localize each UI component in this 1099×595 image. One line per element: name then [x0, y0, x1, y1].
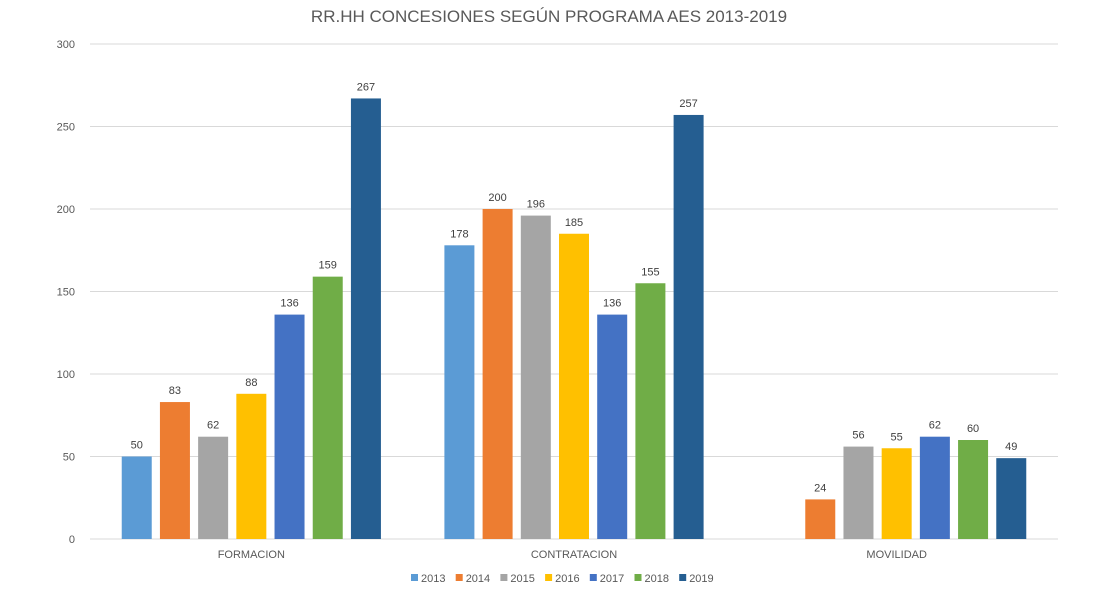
x-category-label: FORMACION — [218, 549, 285, 561]
legend-swatch — [500, 574, 508, 581]
bar-contratacion-2013[interactable] — [444, 245, 475, 540]
y-tick-label: 100 — [57, 369, 75, 381]
data-label: 50 — [131, 440, 143, 452]
legend-item-2016[interactable]: 2016 — [545, 573, 580, 585]
bar-contratacion-2019[interactable] — [673, 114, 704, 539]
legend-item-2018[interactable]: 2018 — [634, 573, 669, 585]
chart-title: RR.HH CONCESIONES SEGÚN PROGRAMA AES 201… — [311, 7, 787, 26]
bar-contratacion-2014[interactable] — [482, 209, 513, 539]
bar-contratacion-2017[interactable] — [597, 314, 628, 539]
x-category-label: CONTRATACION — [531, 549, 617, 561]
bar-formacion-2017[interactable] — [274, 314, 305, 539]
y-tick-label: 200 — [57, 204, 75, 216]
y-tick-label: 150 — [57, 287, 75, 299]
legend-swatch — [589, 574, 597, 581]
legend-label: 2017 — [600, 573, 624, 585]
legend-item-2013[interactable]: 2013 — [411, 573, 445, 585]
legend-label: 2019 — [689, 573, 713, 585]
legend-swatch — [411, 574, 418, 581]
data-label: 88 — [245, 377, 257, 389]
bar-formacion-2013[interactable] — [121, 456, 152, 540]
data-label: 62 — [929, 420, 941, 432]
legend-swatch — [634, 574, 642, 581]
data-label: 196 — [527, 199, 545, 211]
y-axis-ticks: 0 50 100 150 200 250 300 — [57, 39, 75, 546]
bar-contratacion-2018[interactable] — [635, 283, 666, 539]
data-label: 55 — [891, 431, 903, 443]
legend-label: 2018 — [645, 573, 669, 585]
bar-movilidad-2018[interactable] — [958, 440, 989, 539]
data-label: 24 — [814, 482, 826, 494]
y-tick-label: 0 — [69, 534, 75, 546]
bar-movilidad-2017[interactable] — [919, 436, 950, 539]
legend-item-2015[interactable]: 2015 — [500, 573, 535, 585]
x-axis-categories: FORMACION CONTRATACION MOVILIDAD — [218, 549, 927, 561]
data-label: 155 — [641, 266, 659, 278]
y-tick-label: 50 — [63, 452, 75, 464]
data-label: 136 — [280, 298, 298, 310]
bar-formacion-2018[interactable] — [312, 276, 343, 539]
y-tick-label: 300 — [57, 39, 75, 51]
data-labels: 50 83 62 88 136 159 267 178 200 196 185 136 155 257 24… — [131, 81, 1018, 494]
bar-formacion-2015[interactable] — [198, 436, 229, 539]
data-label: 56 — [852, 430, 864, 442]
bar-movilidad-2019[interactable] — [996, 458, 1027, 539]
data-label: 267 — [357, 81, 375, 93]
legend-item-2014[interactable]: 2014 — [455, 573, 490, 585]
bar-movilidad-2014[interactable] — [805, 499, 836, 539]
legend-swatch — [545, 574, 553, 581]
data-label: 83 — [169, 385, 181, 397]
data-label: 178 — [450, 228, 468, 240]
legend-item-2019[interactable]: 2019 — [679, 573, 714, 585]
bar-contratacion-2016[interactable] — [559, 233, 589, 539]
data-label: 60 — [967, 423, 979, 435]
x-category-label: MOVILIDAD — [866, 549, 927, 561]
legend-swatch — [455, 574, 463, 581]
bars — [121, 98, 1027, 540]
data-label: 159 — [319, 260, 337, 272]
data-label: 185 — [565, 217, 583, 229]
legend-label: 2014 — [466, 573, 490, 585]
legend-swatch — [679, 574, 687, 581]
bar-formacion-2014[interactable] — [159, 402, 190, 539]
bar-contratacion-2015[interactable] — [520, 215, 551, 539]
bar-formacion-2016[interactable] — [236, 393, 267, 539]
legend-label: 2015 — [510, 573, 534, 585]
legend-label: 2016 — [555, 573, 579, 585]
data-label: 62 — [207, 420, 219, 432]
data-label: 257 — [679, 98, 697, 110]
y-tick-label: 250 — [57, 122, 75, 134]
bar-movilidad-2016[interactable] — [881, 448, 912, 539]
legend-item-2017[interactable]: 2017 — [589, 573, 624, 585]
bar-movilidad-2015[interactable] — [843, 446, 874, 539]
data-label: 200 — [488, 192, 506, 204]
bar-formacion-2019[interactable] — [350, 98, 381, 539]
legend[interactable]: 2013 2014 2015 2016 2017 2018 2019 — [411, 573, 714, 585]
data-label: 136 — [603, 298, 621, 310]
data-label: 49 — [1005, 441, 1017, 453]
legend-label: 2013 — [421, 573, 445, 585]
